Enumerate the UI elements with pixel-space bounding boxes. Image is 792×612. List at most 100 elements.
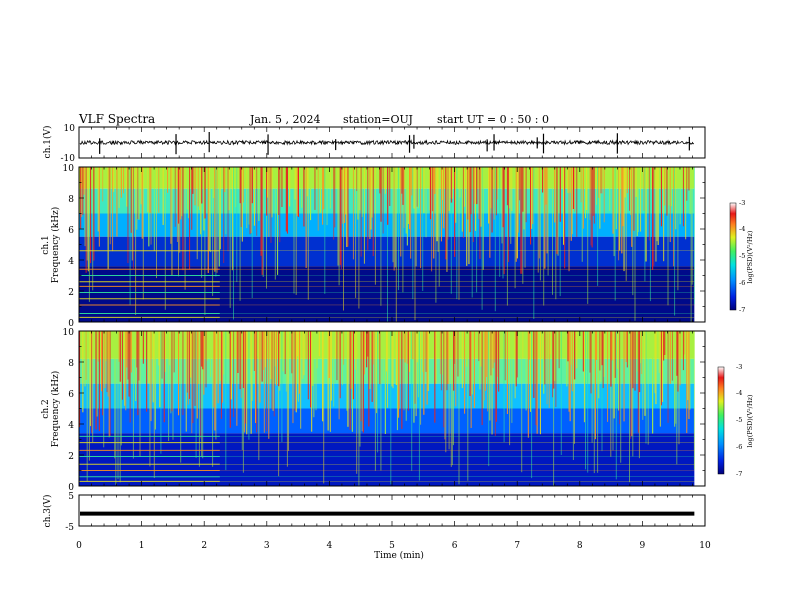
spectrogram-streak — [185, 331, 187, 432]
spectrogram-streak — [360, 167, 362, 257]
spectrogram-streak — [368, 331, 370, 427]
spectrogram-streak — [284, 331, 286, 375]
spectrogram-streak — [548, 331, 550, 408]
ch1-cbar-tick-m6: -6 — [739, 279, 745, 287]
spectrogram-impulse — [458, 167, 460, 300]
spectrogram-red-streak — [204, 167, 206, 219]
ch1-ytick-bottom: -10 — [61, 154, 76, 164]
spectrogram-streak — [655, 331, 657, 405]
ch2-cbar-tick-m3: -3 — [736, 363, 742, 371]
spectrogram-streak — [200, 167, 202, 235]
spectrogram-streak — [473, 331, 475, 408]
spectrogram-impulse — [380, 331, 382, 471]
spectrogram-streak — [689, 167, 691, 215]
spectrogram-streak — [246, 331, 248, 435]
spectrogram-impulse — [471, 167, 473, 298]
spectrogram-streak — [289, 167, 291, 207]
spectrogram-impulse — [676, 331, 678, 465]
spectrogram-impulse — [488, 331, 490, 467]
spectrogram-streak — [281, 167, 283, 207]
spectrogram-streak — [101, 331, 103, 392]
spectrogram-streak — [219, 331, 221, 381]
spectrogram-streak — [105, 331, 107, 362]
spectrogram-streak — [194, 331, 196, 406]
spectrogram-streak — [372, 167, 374, 257]
spectrogram-streak — [668, 167, 670, 206]
spectrogram-impulse — [377, 331, 379, 453]
spectrogram-impulse — [281, 331, 283, 442]
x-tick-label: 8 — [577, 541, 583, 551]
spectrogram-impulse — [494, 167, 496, 312]
spectrogram-impulse — [450, 167, 452, 294]
spectrogram-streak — [435, 331, 437, 384]
spectrogram-streak — [213, 167, 215, 198]
spectrogram-streak — [515, 331, 517, 387]
spectrogram-streak — [615, 167, 617, 230]
spectrogram-streak — [631, 331, 633, 437]
spectrogram-red-streak — [239, 167, 241, 204]
spectrogram-streak — [519, 167, 521, 201]
ch2-spectrogram-image — [79, 331, 695, 486]
spectrogram-streak — [384, 167, 386, 194]
spectrogram-impulse — [402, 167, 404, 293]
ch2-spec-ylabel-channel: ch.2 — [41, 399, 51, 418]
spectrogram-impulse — [674, 167, 676, 316]
spectrogram-red-streak — [610, 331, 612, 387]
spectrogram-streak — [121, 331, 123, 400]
spectrogram-impulse — [587, 331, 589, 473]
spectrogram-streak — [580, 167, 582, 203]
spectrogram-streak — [147, 167, 149, 213]
spectrogram-impulse — [634, 167, 636, 321]
spectrogram-streak — [664, 331, 666, 355]
spectrogram-streak — [640, 167, 642, 232]
spectrogram-streak — [346, 331, 348, 411]
spectrogram-impulse — [184, 167, 186, 290]
spectrogram-streak — [361, 167, 363, 217]
spectrogram-streak — [311, 331, 313, 432]
spectrogram-streak — [417, 331, 419, 398]
spectrogram-streak — [625, 331, 627, 362]
spectrogram-impulse — [92, 167, 94, 291]
spectrogram-streak — [171, 331, 173, 412]
spectrogram-streak — [636, 331, 638, 372]
spectrogram-streak — [118, 331, 120, 362]
spectrogram-red-streak — [574, 331, 576, 380]
spectrogram-streak — [426, 331, 428, 405]
spectrogram-streak — [511, 167, 513, 212]
spectrogram-streak — [600, 167, 602, 194]
spectrogram-streak — [233, 331, 235, 418]
spectrogram-impulse — [597, 167, 599, 286]
spectrogram-streak — [240, 331, 242, 399]
spectrogram-streak — [263, 331, 265, 433]
spectrogram-streak — [130, 331, 132, 373]
spectrogram-streak — [209, 167, 211, 253]
ch2-ytick-6: 6 — [68, 390, 74, 400]
station-label: station=OUJ — [343, 113, 413, 126]
spectrogram-streak — [671, 331, 673, 381]
spectrogram-streak — [461, 331, 463, 389]
spectrogram-streak — [558, 167, 560, 213]
spectrogram-impulse — [374, 167, 376, 285]
spectrogram-streak — [570, 167, 572, 241]
spectrogram-streak — [97, 167, 99, 232]
spectrogram-streak — [84, 331, 86, 387]
spectrogram-streak — [206, 331, 208, 361]
spectrogram-streak — [689, 331, 691, 410]
spectrogram-streak — [107, 167, 109, 270]
spectrogram-streak — [433, 167, 435, 259]
spectrogram-streak — [384, 331, 386, 434]
spectrogram-streak — [274, 331, 276, 367]
spectrogram-streak — [525, 331, 527, 411]
spectrogram-impulse — [129, 167, 131, 306]
spectrogram-streak — [343, 331, 345, 365]
ch1-spec-ylabel-channel: ch.1 — [41, 235, 51, 254]
spectrogram-streak — [495, 167, 497, 216]
spectrogram-streak — [607, 331, 609, 422]
spectrogram-streak — [277, 167, 279, 275]
spectrogram-streak — [675, 167, 677, 230]
spectrogram-streak — [187, 331, 189, 405]
spectrogram-streak — [341, 167, 343, 224]
spectrogram-impulse — [629, 331, 630, 483]
spectrogram-streak — [136, 167, 138, 230]
spectrogram-streak — [167, 167, 169, 193]
